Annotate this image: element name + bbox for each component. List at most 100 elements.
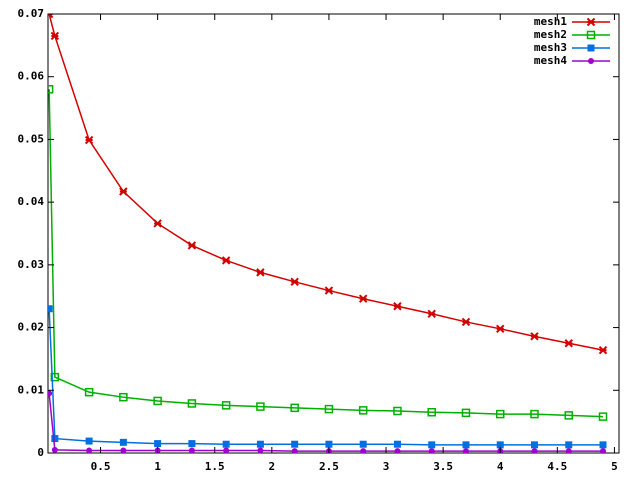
marker — [358, 294, 368, 303]
marker — [51, 446, 58, 453]
marker — [393, 302, 402, 311]
marker — [256, 440, 264, 448]
marker — [600, 448, 607, 453]
x-tick-label: 5 — [611, 460, 618, 473]
marker — [187, 241, 197, 250]
y-tick-label: 0.04 — [18, 195, 45, 208]
legend-label: mesh2 — [534, 28, 567, 41]
marker — [51, 435, 59, 443]
marker — [291, 440, 299, 448]
x-tick-label: 1.5 — [205, 460, 225, 473]
marker — [530, 409, 539, 419]
marker — [564, 411, 574, 420]
y-tick-label: 0.03 — [18, 258, 45, 271]
marker — [462, 441, 470, 449]
marker — [324, 404, 334, 414]
marker — [153, 219, 162, 228]
marker — [461, 408, 471, 418]
marker — [290, 403, 299, 413]
marker — [290, 277, 299, 286]
series-line — [48, 14, 604, 351]
marker — [154, 440, 162, 448]
marker — [394, 448, 401, 453]
marker — [586, 17, 596, 27]
y-tick-label: 0 — [37, 446, 44, 459]
y-tick-label: 0.05 — [18, 132, 45, 145]
marker — [427, 407, 436, 417]
plot-area — [48, 14, 608, 453]
marker — [119, 187, 128, 196]
marker — [598, 412, 608, 421]
y-tick-label: 0.02 — [18, 321, 45, 334]
y-tick-label: 0.01 — [18, 383, 45, 396]
series-line — [48, 89, 604, 418]
marker — [256, 402, 265, 411]
marker — [325, 440, 333, 448]
marker — [188, 447, 195, 453]
marker — [119, 438, 127, 446]
marker — [48, 390, 53, 397]
marker — [48, 305, 53, 313]
marker — [393, 440, 401, 448]
marker — [428, 441, 436, 449]
marker — [120, 447, 127, 453]
x-tick-label: 4.5 — [547, 460, 567, 473]
marker — [48, 14, 54, 19]
marker — [461, 317, 471, 327]
x-tick-label: 3 — [383, 460, 390, 473]
marker — [462, 448, 469, 453]
marker — [393, 406, 402, 416]
legend-label: mesh1 — [534, 15, 567, 28]
marker — [530, 441, 538, 449]
marker — [428, 448, 435, 453]
x-tick-label: 3.5 — [433, 460, 453, 473]
marker — [359, 440, 367, 448]
marker — [427, 309, 436, 318]
marker — [84, 387, 94, 397]
marker — [565, 441, 573, 449]
x-tick-label: 2 — [269, 460, 276, 473]
marker — [119, 392, 128, 402]
marker — [153, 396, 162, 406]
marker — [564, 339, 573, 348]
marker — [222, 440, 230, 448]
marker — [221, 401, 231, 410]
marker — [86, 447, 93, 453]
legend-label: mesh3 — [534, 41, 567, 54]
marker — [565, 448, 572, 453]
marker — [257, 447, 264, 453]
marker — [530, 332, 539, 341]
marker — [84, 135, 94, 145]
x-tick-label: 4 — [497, 460, 504, 473]
legend-label: mesh4 — [534, 54, 567, 67]
plot-border — [47, 13, 620, 454]
marker — [599, 441, 607, 449]
marker — [223, 447, 230, 453]
marker — [358, 406, 368, 415]
marker — [586, 30, 596, 40]
marker — [188, 440, 196, 448]
x-tick-label: 2.5 — [319, 460, 339, 473]
series-line — [48, 308, 604, 446]
marker — [324, 286, 334, 295]
marker — [48, 85, 54, 94]
marker — [187, 399, 197, 408]
marker — [531, 448, 538, 453]
marker — [291, 448, 298, 453]
marker — [587, 44, 595, 52]
x-tick-label: 1 — [154, 460, 161, 473]
marker — [50, 372, 60, 382]
marker — [360, 448, 367, 453]
x-tick-label: 0.5 — [91, 460, 111, 473]
marker — [256, 268, 265, 277]
y-tick-label: 0.07 — [18, 7, 45, 20]
marker — [588, 58, 594, 64]
marker — [495, 409, 505, 419]
marker — [50, 31, 60, 41]
series-line — [48, 393, 604, 452]
marker — [496, 324, 505, 334]
marker — [598, 345, 608, 355]
y-tick-label: 0.06 — [18, 70, 45, 83]
